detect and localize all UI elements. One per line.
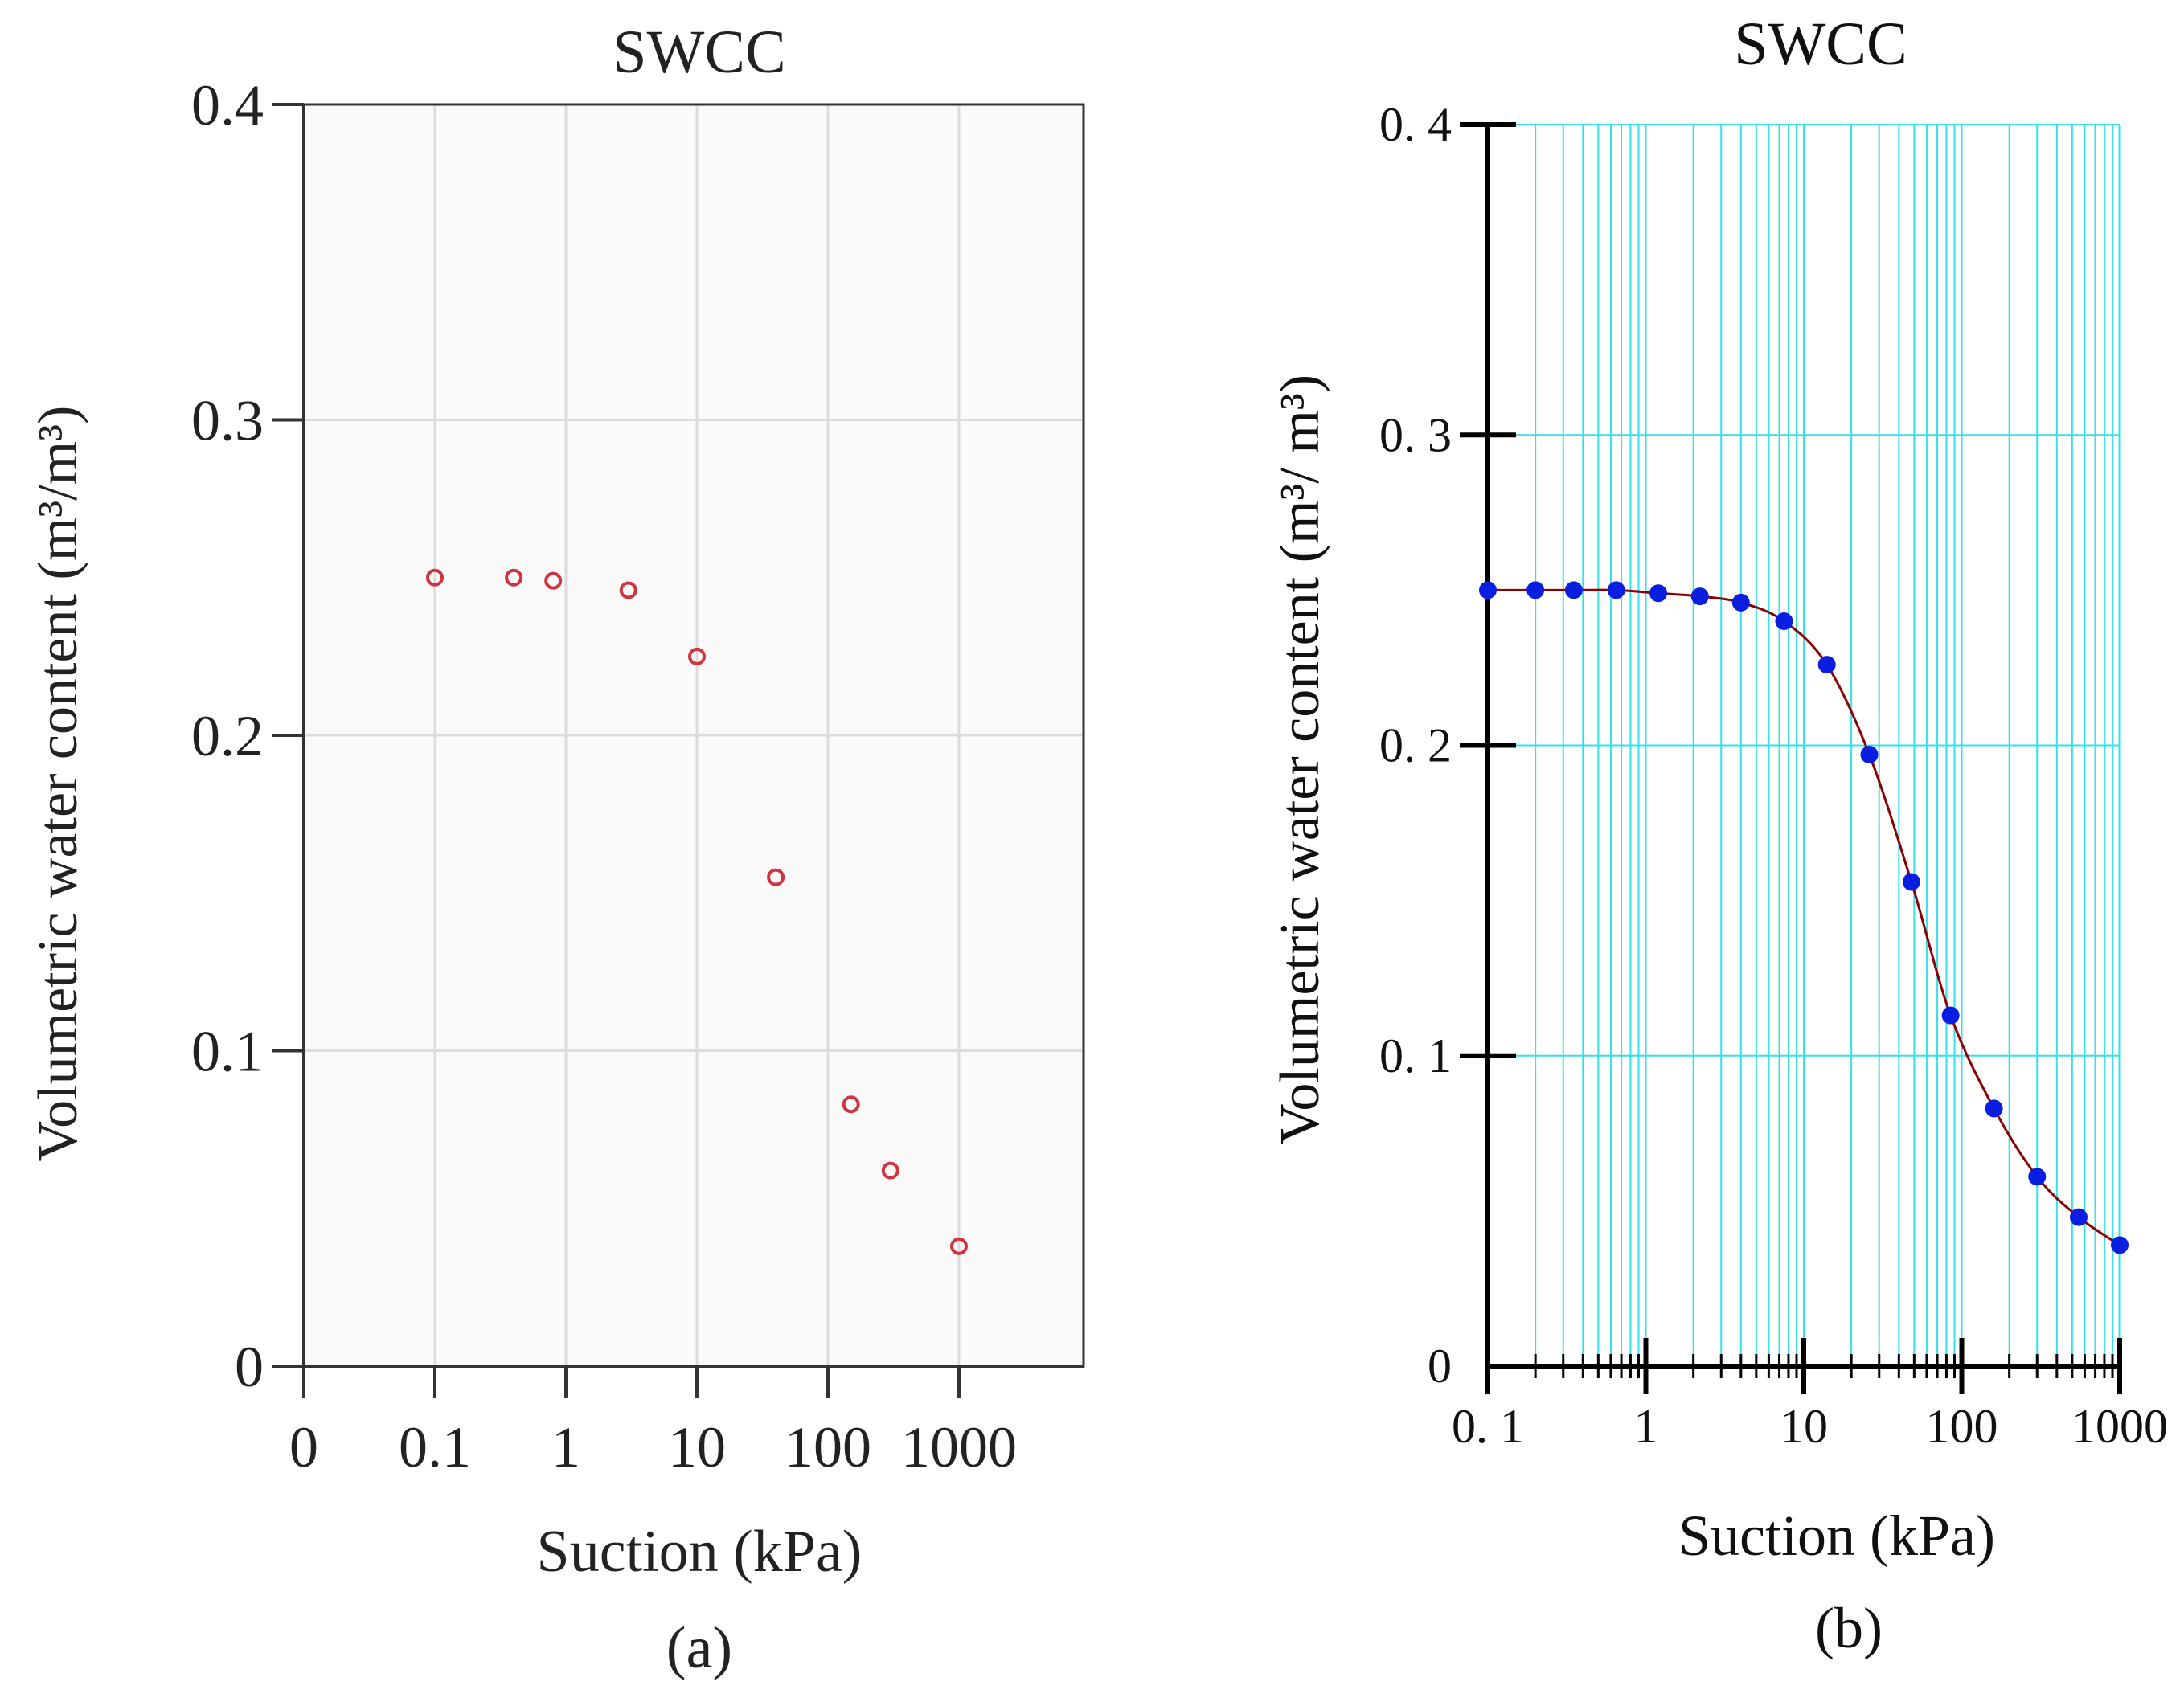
panel-b-data-point bbox=[1649, 584, 1668, 603]
panel-a-xtick-label: 0.1 bbox=[399, 1415, 471, 1479]
panel-a-xtick-label: 1000 bbox=[901, 1415, 1017, 1479]
panel-b-xtick-label: 1 bbox=[1634, 1400, 1658, 1453]
panel-b-xtick-label: 10 bbox=[1780, 1400, 1828, 1453]
panel-a-data-point bbox=[688, 647, 706, 665]
panel-a-xlabel: Suction (kPa) bbox=[537, 1519, 863, 1585]
panel-b-data-point bbox=[1690, 587, 1709, 606]
panel-b-data-point bbox=[1731, 593, 1750, 612]
panel-a-caption: (a) bbox=[666, 1615, 732, 1681]
panel-b-data-point bbox=[1607, 581, 1625, 599]
panel-b-data-point bbox=[1775, 612, 1793, 630]
panel-b-points bbox=[1479, 581, 2129, 1254]
panel-b-grid bbox=[1487, 124, 2121, 1366]
panel-a-data-point bbox=[842, 1095, 860, 1114]
panel-a-data-point bbox=[619, 581, 637, 599]
panel-b-data-point bbox=[2111, 1236, 2129, 1254]
panel-a-ytick-label: 0.3 bbox=[191, 389, 264, 453]
panel-b-data-point bbox=[1941, 1006, 1960, 1025]
panel-b-xlabel: Suction (kPa) bbox=[1678, 1504, 1995, 1568]
panel-b-data-point bbox=[1479, 581, 1497, 599]
panel-b-caption: (b) bbox=[1815, 1596, 1883, 1660]
panel-b-data-point bbox=[2069, 1208, 2088, 1226]
panel-a-data-point bbox=[505, 568, 523, 587]
panel-a-data-point bbox=[544, 571, 563, 590]
panel-b-ytick-label: 0. 1 bbox=[1379, 1029, 1452, 1082]
panel-b-ticks: 00. 10. 20. 30. 40. 1 1 10 100 1000 bbox=[1379, 98, 2168, 1453]
panel-b-ytick-label: 0. 4 bbox=[1379, 98, 1452, 151]
panel-b-ytick-label: 0 bbox=[1428, 1340, 1452, 1393]
panel-b-data-point bbox=[1526, 581, 1545, 599]
panel-b-data-point bbox=[1985, 1099, 2003, 1118]
panel-a-data-point bbox=[767, 868, 785, 886]
panel-a-ticks: 0 0.1 0.2 0.3 0.4 0 0.1 1 10 100 1000 bbox=[191, 73, 1017, 1479]
panel-a-xtick-label: 100 bbox=[785, 1415, 871, 1479]
panel-a-ytick-label: 0.4 bbox=[191, 73, 264, 137]
panel-a-xtick-label: 10 bbox=[668, 1415, 726, 1479]
panel-b: 00. 10. 20. 30. 40. 1 1 10 100 1000 SWCC Suc… bbox=[1269, 10, 2168, 1660]
panel-b-xtick-label: 1000 bbox=[2071, 1400, 2168, 1453]
panel-b-data-point bbox=[2028, 1168, 2047, 1186]
panel-b-title: SWCC bbox=[1734, 10, 1907, 78]
panel-a-xtick-label: 0 bbox=[289, 1415, 318, 1479]
panel-a-ytick-label: 0.2 bbox=[191, 704, 264, 768]
panel-a-data-point bbox=[426, 568, 444, 587]
panel-b-data-point bbox=[1564, 581, 1583, 599]
panel-b-data-point bbox=[1817, 656, 1836, 674]
panel-a-grid bbox=[304, 104, 1084, 1366]
panel-a-ylabel: Volumetric water content (m³/m³) bbox=[27, 406, 89, 1162]
panel-b-ytick-label: 0. 3 bbox=[1379, 408, 1452, 461]
panel-b-ylabel: Volumetric water content (m³/ m³) bbox=[1269, 374, 1331, 1144]
panel-a-title: SWCC bbox=[613, 18, 785, 86]
panel-a-data-point bbox=[881, 1161, 899, 1180]
panel-a-data-point bbox=[950, 1237, 968, 1255]
panel-a: 0 0.1 0.2 0.3 0.4 0 0.1 1 10 100 1000 SWCC Suction… bbox=[27, 18, 1085, 1681]
panel-a-ytick-label: 0.1 bbox=[191, 1020, 264, 1084]
panel-b-ytick-label: 0. 2 bbox=[1379, 719, 1452, 772]
panel-a-points bbox=[426, 568, 968, 1255]
panel-b-xtick-label: 100 bbox=[1926, 1400, 1998, 1453]
panel-b-data-point bbox=[1860, 746, 1879, 764]
panel-b-data-point bbox=[1902, 873, 1920, 891]
panel-a-xtick-label: 1 bbox=[551, 1415, 580, 1479]
panel-b-xtick-label: 0. 1 bbox=[1452, 1400, 1524, 1453]
panel-a-ytick-label: 0 bbox=[235, 1335, 264, 1399]
